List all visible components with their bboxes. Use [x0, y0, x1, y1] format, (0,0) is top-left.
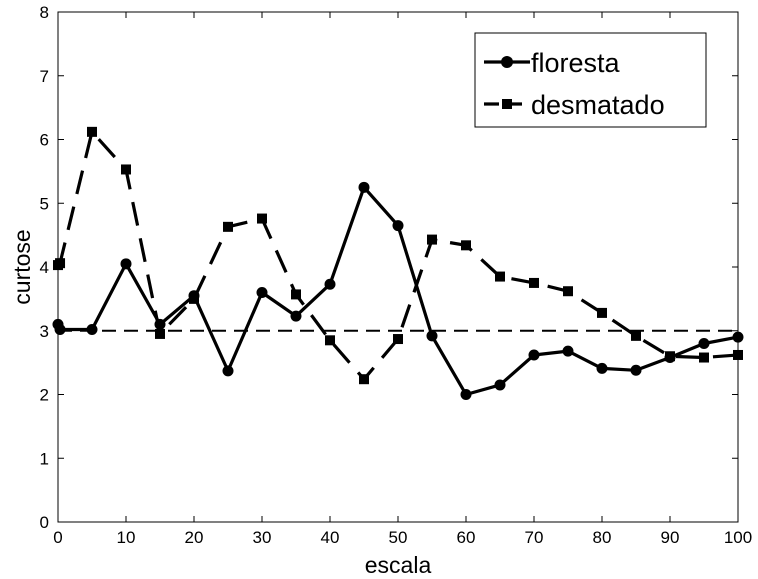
x-tick-label: 90: [661, 528, 680, 547]
x-tick-label: 80: [593, 528, 612, 547]
series-desmatado: [53, 126, 743, 385]
x-axis-label: escala: [365, 552, 432, 578]
x-tick-label: 60: [457, 528, 476, 547]
data-point: [529, 277, 539, 288]
plot-layer: [52, 126, 744, 400]
data-point: [120, 258, 132, 270]
data-point: [121, 164, 131, 175]
y-tick-label: 7: [40, 67, 49, 86]
data-point: [155, 328, 165, 339]
data-point: [495, 271, 505, 282]
series-floresta: [52, 181, 744, 400]
legend-marker: [501, 56, 513, 68]
x-tick-label: 0: [53, 528, 62, 547]
data-point: [257, 213, 267, 224]
data-point: [630, 364, 642, 376]
data-point: [596, 362, 608, 374]
data-point: [461, 240, 471, 251]
data-point: [528, 349, 540, 361]
data-point: [54, 323, 66, 335]
data-point: [426, 330, 438, 342]
data-point: [392, 220, 404, 232]
data-point: [359, 374, 369, 385]
data-point: [324, 278, 336, 290]
data-point: [562, 345, 574, 357]
x-tick-label: 10: [117, 528, 136, 547]
legend-marker: [502, 99, 512, 109]
data-point: [698, 338, 710, 349]
data-point: [55, 258, 66, 269]
data-point: [631, 330, 641, 341]
legend-item-desmatado: desmatado: [484, 90, 665, 120]
legend-label: floresta: [531, 48, 621, 78]
data-point: [563, 286, 573, 297]
x-tick-label: 20: [185, 528, 204, 547]
data-point: [494, 379, 506, 391]
y-tick-label: 2: [40, 386, 49, 405]
data-point: [256, 287, 268, 298]
y-tick-label: 1: [40, 449, 49, 468]
data-point: [87, 126, 97, 137]
legend: floresta desmatado: [474, 32, 707, 128]
data-point: [223, 221, 233, 232]
x-tick-label: 70: [525, 528, 544, 547]
y-tick-label: 3: [40, 322, 49, 341]
data-point: [427, 234, 437, 245]
data-point: [460, 389, 472, 400]
x-tick-label: 30: [253, 528, 272, 547]
series-line: [56, 130, 739, 381]
legend-box: [474, 32, 707, 128]
data-point: [291, 289, 301, 300]
data-point: [189, 293, 199, 304]
legend-item-floresta: floresta: [484, 48, 621, 78]
data-point: [86, 323, 98, 335]
y-axis-label: curtose: [9, 229, 35, 304]
series-line: [56, 185, 739, 397]
y-tick-label: 8: [40, 3, 49, 22]
axis-ticks: 0 10 20 30 40 50 60 70 80 90 100 0 1 2 3 4 5 6 7 8: [40, 3, 753, 547]
x-tick-label: 40: [321, 528, 340, 547]
y-tick-label: 4: [40, 258, 49, 277]
data-point: [358, 181, 370, 193]
x-tick-label: 50: [389, 528, 408, 547]
data-point: [325, 335, 335, 346]
y-tick-label: 0: [40, 513, 49, 532]
data-point: [290, 310, 302, 322]
data-point: [699, 352, 709, 363]
data-point: [393, 334, 403, 345]
legend-label: desmatado: [531, 90, 665, 120]
data-point: [597, 307, 607, 318]
x-tick-label: 100: [724, 528, 752, 547]
data-point: [665, 351, 675, 362]
y-tick-label: 5: [40, 194, 49, 213]
y-tick-label: 6: [40, 131, 49, 150]
data-point: [222, 365, 234, 377]
